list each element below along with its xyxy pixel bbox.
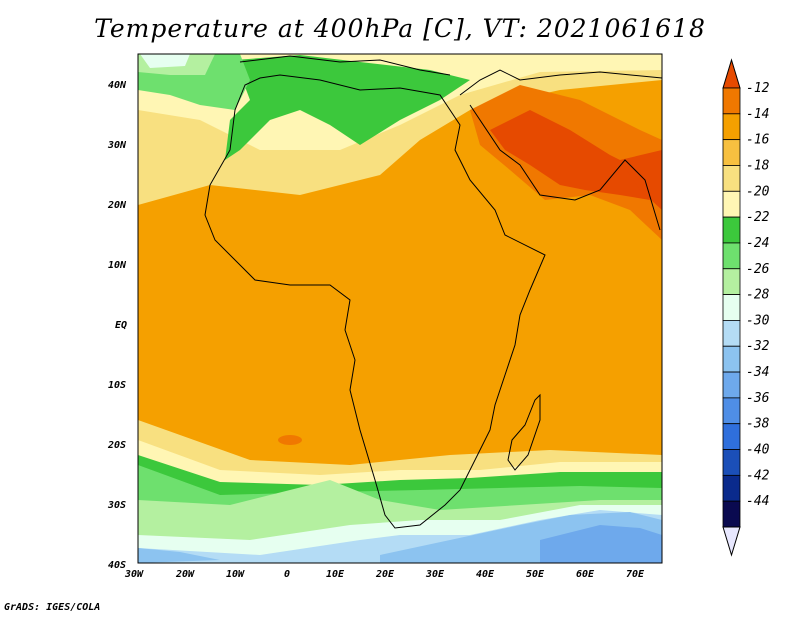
colorbar-label: -20 [746, 184, 770, 199]
colorbar-label: -28 [746, 288, 770, 303]
colorbar-segment [722, 113, 741, 141]
lat-tick: 20N [107, 200, 127, 211]
colorbar-segment [722, 165, 741, 192]
colorbar-label: -24 [746, 236, 769, 251]
lat-tick: 20S [107, 440, 126, 451]
colorbar-label: -42 [746, 468, 770, 483]
colorbar-segment [722, 423, 741, 450]
colorbar-label: -34 [746, 365, 769, 380]
footer-credit: GrADS: IGES/COLA [4, 602, 101, 613]
lon-tick: 20W [175, 569, 195, 580]
colorbar-label: -14 [746, 107, 769, 122]
lat-tick: 30S [107, 500, 126, 511]
colorbar-segment [722, 320, 741, 347]
coastlines [204, 55, 662, 529]
colorbar-label: -38 [746, 417, 770, 432]
lat-tick: 40S [108, 560, 126, 571]
colorbar-segment [722, 87, 741, 115]
lon-tick: 30W [124, 569, 144, 580]
lat-axis: 40N 30N 20N 10N EQ 10S 20S 30S 40S [107, 80, 127, 571]
colorbar-label: -32 [746, 339, 770, 354]
lat-tick: 10S [108, 380, 126, 391]
lon-tick: 40E [476, 569, 495, 580]
colorbar-label: -22 [746, 210, 770, 225]
lon-tick: 50E [526, 569, 545, 580]
lon-tick: 10E [326, 569, 345, 580]
temperature-field [138, 54, 662, 563]
colorbar-top-arrow [722, 58, 741, 89]
colorbar-label: -36 [746, 391, 770, 406]
colorbar-segment [722, 449, 741, 476]
colorbar-label: -44 [746, 494, 769, 509]
colorbar-segment [722, 268, 741, 295]
colorbar-segment [722, 294, 741, 321]
colorbar-label: -18 [746, 158, 770, 173]
lon-tick: 0 [284, 569, 290, 580]
map-title: Temperature at 400hPa [C], VT: 202106161… [94, 14, 706, 43]
colorbar: -12 -14 -16 -18 -20 -22 -24 -26 -28 -30 -32 -34 -36 -… [722, 58, 770, 557]
colorbar-bottom-arrow [722, 526, 741, 557]
lon-tick: 70E [626, 569, 645, 580]
lat-tick: 30N [107, 140, 127, 151]
lon-tick: 60E [576, 569, 595, 580]
colorbar-segment [722, 397, 741, 425]
lat-tick: 40N [108, 80, 127, 91]
lat-tick: EQ [115, 320, 127, 331]
colorbar-segment [722, 371, 741, 399]
colorbar-segment [722, 345, 741, 373]
lon-axis: 30W 20W 10W 0 10E 20E 30E 40E 50E 60E 70… [124, 569, 645, 580]
colorbar-segment [722, 216, 741, 244]
lon-tick: 20E [375, 569, 395, 580]
colorbar-label: -40 [746, 443, 770, 458]
colorbar-segment [722, 242, 741, 270]
colorbar-label: -26 [746, 262, 770, 277]
lat-tick: 10N [108, 260, 127, 271]
colorbar-segment [722, 139, 741, 166]
colorbar-segment [722, 500, 741, 528]
colorbar-segment [722, 474, 741, 502]
lon-tick: 30E [425, 569, 445, 580]
plot-frame [137, 53, 663, 564]
colorbar-label: -12 [746, 81, 770, 96]
colorbar-label: -16 [746, 133, 770, 148]
lon-tick: 10W [226, 569, 245, 580]
colorbar-label: -30 [746, 313, 770, 328]
colorbar-segment [722, 190, 741, 218]
